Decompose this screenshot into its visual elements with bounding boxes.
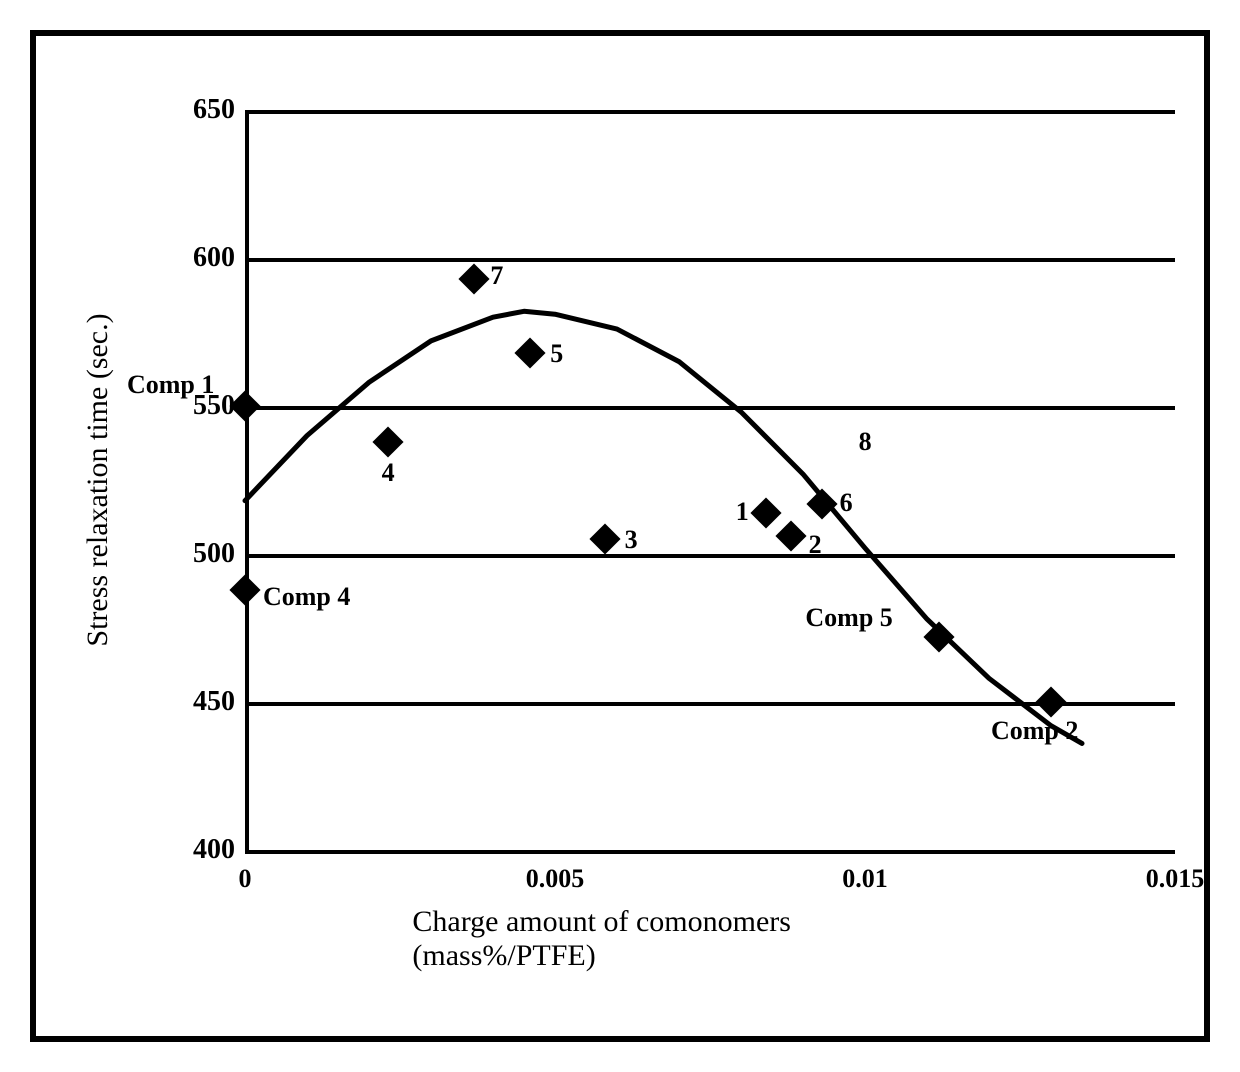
gridline bbox=[245, 258, 1175, 262]
x-tick-label: 0.01 bbox=[842, 864, 888, 894]
point-label: 1 bbox=[736, 497, 749, 527]
plot-area: Comp 1Comp 447531268Comp 5Comp 2 bbox=[245, 110, 1175, 850]
gridline bbox=[245, 110, 1175, 114]
y-axis-line bbox=[245, 110, 249, 850]
gridline bbox=[245, 406, 1175, 410]
gridline bbox=[245, 554, 1175, 558]
point-label: 2 bbox=[809, 530, 822, 560]
point-label: 8 bbox=[859, 427, 872, 457]
x-tick-label: 0.005 bbox=[526, 864, 585, 894]
y-tick-label: 600 bbox=[165, 242, 235, 274]
y-tick-label: 650 bbox=[165, 94, 235, 126]
point-label: 3 bbox=[625, 525, 638, 555]
y-axis-title: Stress relaxation time (sec.) bbox=[81, 313, 115, 646]
point-label: 6 bbox=[840, 488, 853, 518]
x-tick-label: 0 bbox=[239, 864, 252, 894]
point-label: Comp 2 bbox=[991, 716, 1078, 746]
x-axis-title: Charge amount of comonomers (mass%/PTFE) bbox=[412, 905, 791, 973]
y-tick-label: 500 bbox=[165, 538, 235, 570]
y-tick-label: 450 bbox=[165, 686, 235, 718]
point-label: 5 bbox=[550, 339, 563, 369]
point-label: 7 bbox=[490, 261, 503, 291]
point-label: Comp 5 bbox=[805, 603, 892, 633]
y-tick-label: 400 bbox=[165, 834, 235, 866]
point-label: Comp 4 bbox=[263, 582, 350, 612]
point-label: 4 bbox=[382, 458, 395, 488]
y-tick-label: 550 bbox=[165, 390, 235, 422]
x-tick-label: 0.015 bbox=[1146, 864, 1205, 894]
x-axis-line bbox=[245, 850, 1175, 854]
